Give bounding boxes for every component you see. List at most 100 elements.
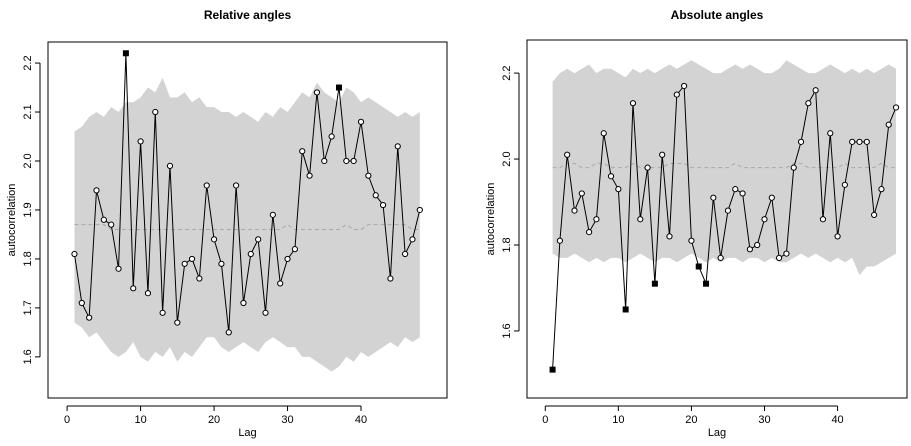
- point: [892, 104, 900, 111]
- point: [174, 319, 181, 326]
- y-tick-label: 1.8: [501, 237, 513, 252]
- point: [805, 100, 812, 107]
- point: [768, 194, 775, 201]
- x-tick-label: 0: [542, 414, 548, 426]
- point: [313, 89, 321, 96]
- point: [666, 233, 673, 240]
- point: [93, 187, 100, 194]
- point: [166, 162, 174, 169]
- point: [152, 108, 159, 116]
- plot-box: [47, 41, 448, 399]
- point: [387, 275, 394, 282]
- point: [556, 237, 563, 244]
- x-tick-label: 40: [831, 414, 843, 426]
- point: [761, 216, 768, 223]
- point: [137, 138, 144, 145]
- point: [240, 299, 247, 307]
- point: [849, 138, 856, 145]
- y-tick-label: 2.0: [22, 153, 34, 168]
- point-outside: [622, 306, 629, 313]
- point: [564, 151, 571, 158]
- x-axis-label: Lag: [238, 427, 256, 439]
- x-tick-label: 30: [281, 414, 293, 426]
- point: [78, 299, 85, 307]
- x-tick-label: 40: [355, 414, 367, 426]
- point: [586, 229, 593, 236]
- point: [394, 143, 401, 150]
- point: [416, 206, 423, 214]
- point: [834, 233, 841, 240]
- point: [571, 207, 578, 214]
- point: [812, 87, 819, 94]
- point: [100, 216, 107, 223]
- point: [659, 151, 666, 158]
- x-tick-label: 10: [134, 414, 146, 426]
- point: [159, 309, 166, 316]
- point: [885, 121, 892, 128]
- point-outside: [651, 280, 658, 287]
- x-tick-label: 10: [612, 414, 624, 426]
- point-outside: [122, 50, 129, 57]
- data-line: [552, 84, 897, 370]
- point: [196, 275, 203, 282]
- x-tick-label: 0: [64, 414, 70, 426]
- point: [210, 236, 218, 243]
- y-tick-label: 2.2: [22, 55, 34, 70]
- point: [578, 190, 585, 197]
- point: [372, 192, 379, 199]
- point: [593, 216, 600, 223]
- point: [644, 164, 651, 171]
- point: [357, 118, 365, 125]
- point: [607, 173, 615, 180]
- point-outside: [549, 366, 556, 373]
- point: [732, 186, 739, 193]
- point: [203, 182, 210, 189]
- y-axis-label: autocorrelation: [6, 184, 18, 257]
- point: [188, 255, 196, 263]
- point: [350, 157, 357, 165]
- point: [637, 216, 644, 223]
- point: [776, 254, 783, 261]
- point: [739, 190, 746, 197]
- point: [306, 172, 313, 179]
- point: [284, 255, 291, 263]
- confidence-band: [74, 77, 420, 372]
- median-line: [74, 224, 420, 231]
- point: [108, 221, 115, 228]
- point: [790, 164, 797, 171]
- point: [841, 181, 848, 188]
- y-tick-label: 1.8: [22, 251, 34, 266]
- point: [819, 216, 827, 223]
- point: [629, 100, 637, 107]
- y-tick-label: 1.9: [22, 202, 34, 217]
- point: [797, 138, 805, 145]
- point: [673, 91, 680, 98]
- y-tick-label: 2.2: [501, 65, 513, 80]
- x-axis-label: Lag: [708, 427, 726, 439]
- point: [255, 236, 262, 243]
- point: [321, 157, 328, 165]
- point: [600, 130, 607, 137]
- point: [754, 241, 761, 249]
- y-tick-label: 2.1: [22, 104, 34, 119]
- point: [277, 280, 284, 287]
- point: [409, 236, 416, 243]
- x-tick-label: 20: [208, 414, 220, 426]
- point: [299, 148, 306, 155]
- point: [233, 182, 240, 189]
- point: [218, 260, 225, 267]
- point-outside: [695, 263, 702, 270]
- point: [379, 201, 387, 209]
- point: [783, 250, 790, 257]
- y-tick-label: 1.7: [22, 300, 34, 315]
- point: [225, 329, 232, 336]
- point: [717, 254, 724, 261]
- point: [262, 309, 269, 316]
- point: [878, 186, 885, 193]
- point: [144, 290, 152, 297]
- confidence-band: [552, 60, 897, 276]
- chart-title: Relative angles: [204, 8, 292, 22]
- x-tick-label: 30: [758, 414, 770, 426]
- point: [247, 250, 254, 258]
- y-tick-label: 2.0: [501, 151, 513, 166]
